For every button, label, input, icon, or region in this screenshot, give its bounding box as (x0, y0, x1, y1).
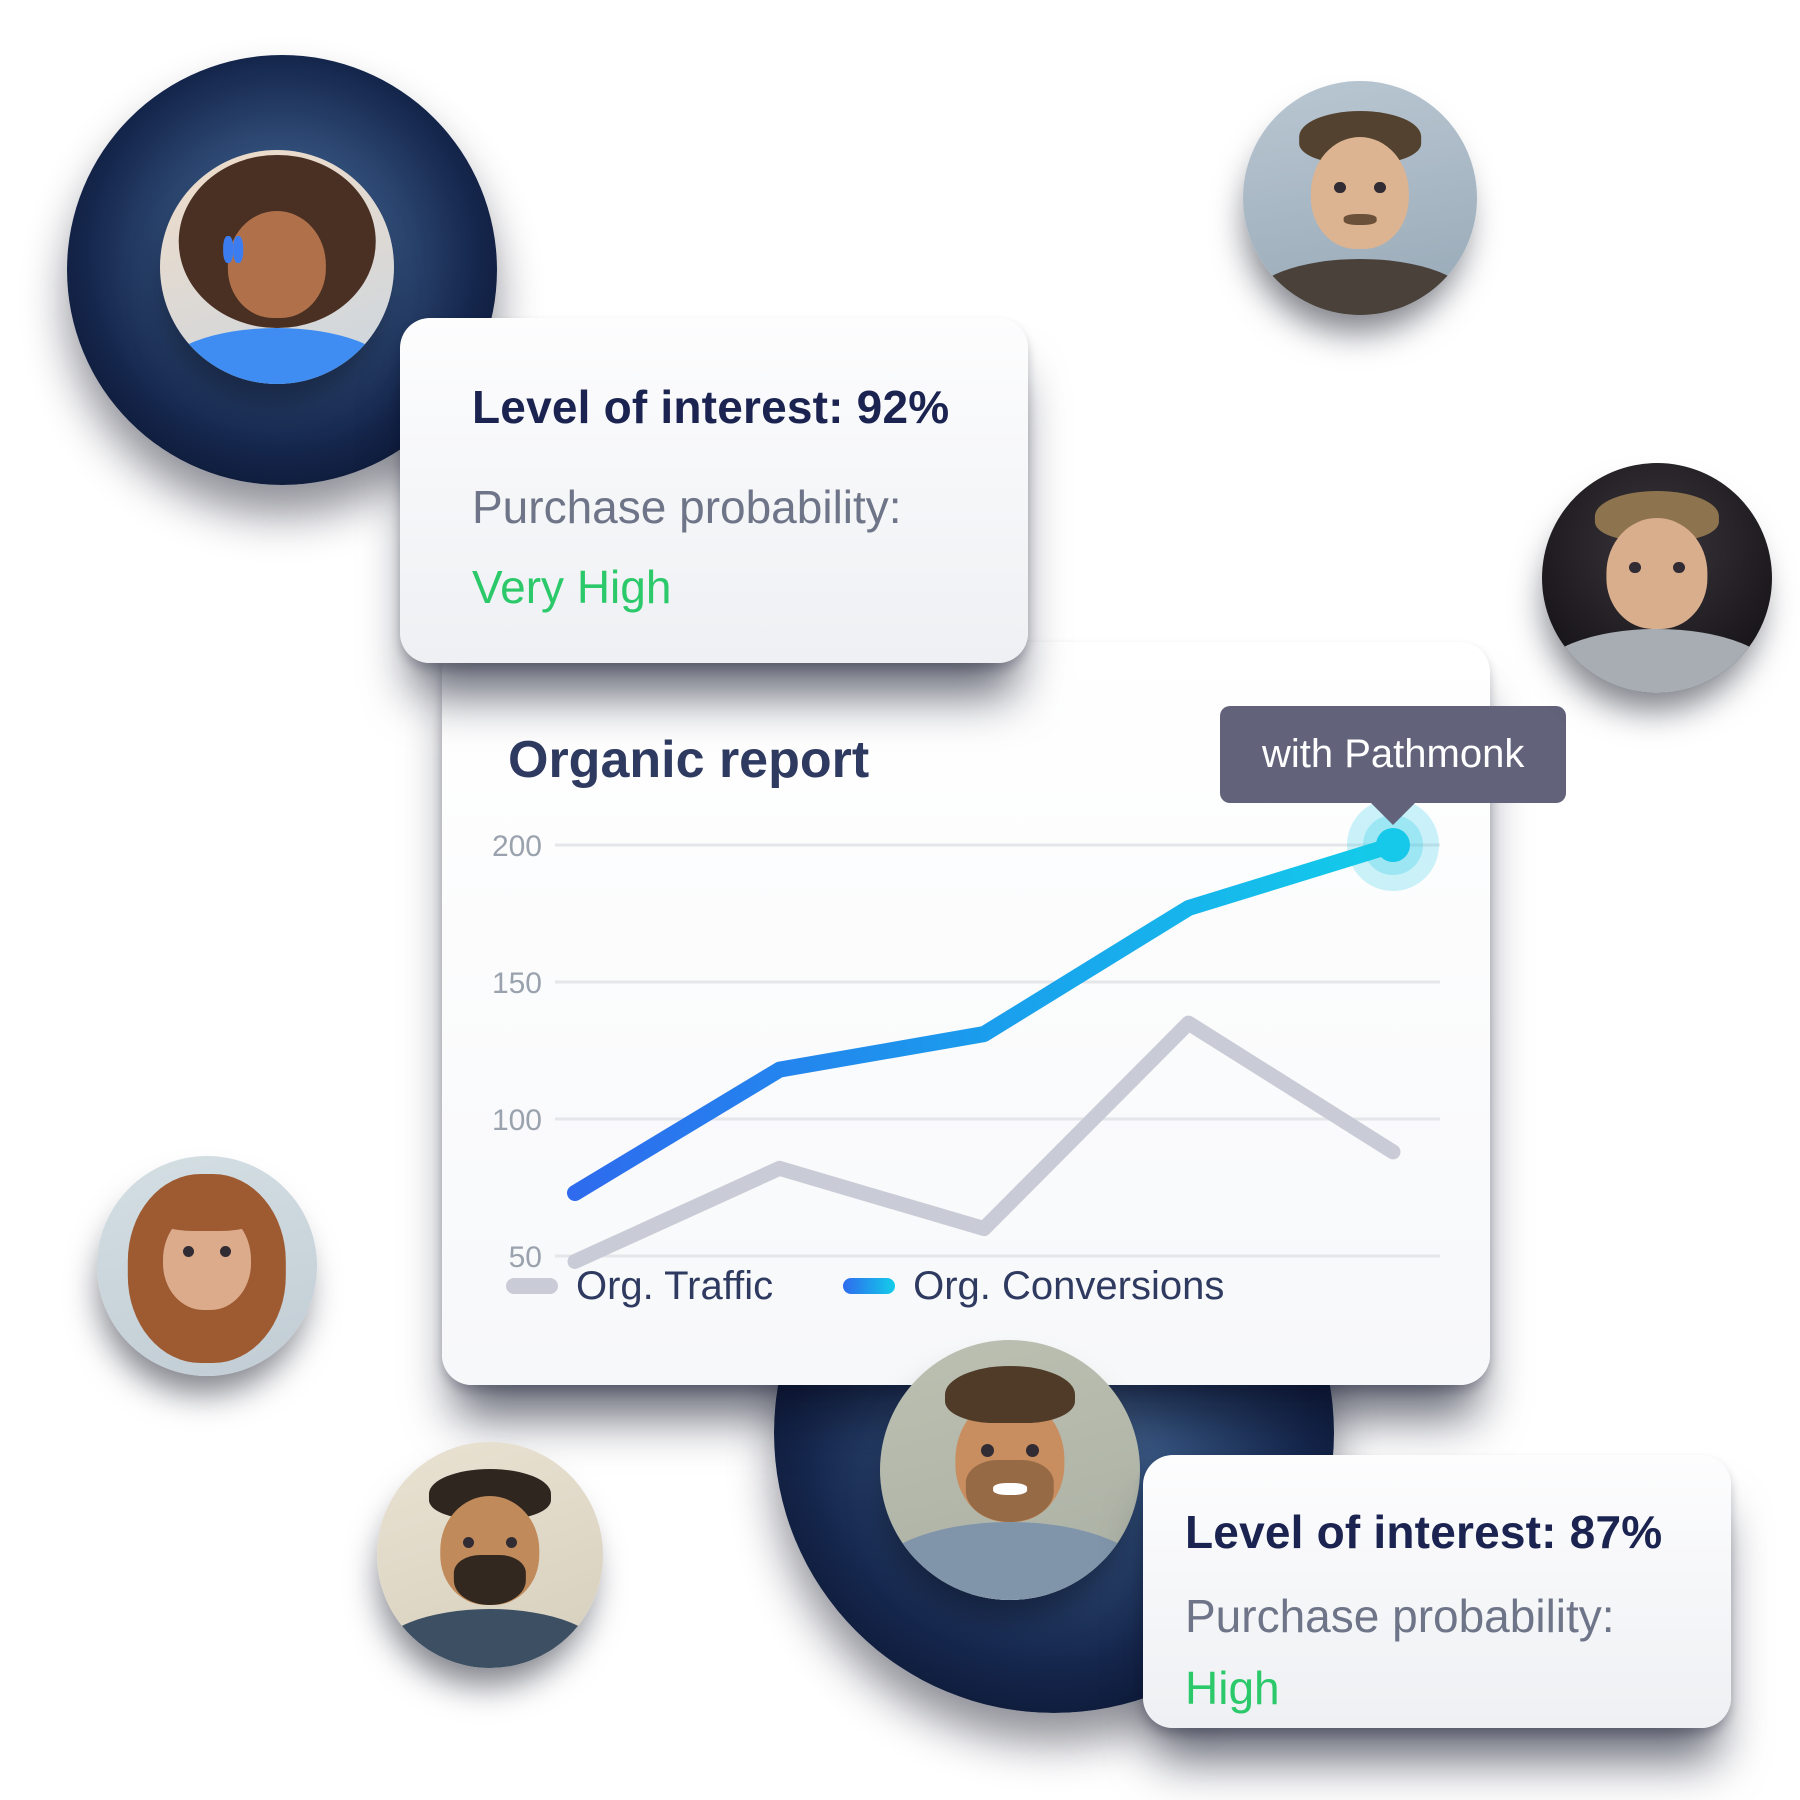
avatar-man-mustache (1243, 81, 1477, 315)
legend-swatch-conversions (843, 1278, 896, 1294)
legend-label-traffic: Org. Traffic (576, 1263, 774, 1308)
svg-text:50: 50 (509, 1241, 542, 1274)
interest-card-87: Level of interest: 87% Purchase probabil… (1143, 1455, 1731, 1728)
svg-text:200: 200 (492, 830, 542, 863)
purchase-probability-value: Very High (472, 561, 672, 613)
gridlines-and-ticks: 200 150 100 50 (492, 830, 1440, 1274)
avatar-man-hoodie (1542, 463, 1772, 693)
interest-level-text: Level of interest: 87% (1185, 1506, 1663, 1558)
with-pathmonk-tooltip: with Pathmonk (1220, 706, 1567, 825)
org-conversions-line (567, 837, 1401, 1201)
purchase-probability-label: Purchase probability: (472, 481, 902, 533)
chart-legend: Org. Traffic Org. Conversions (506, 1260, 1224, 1312)
legend-label-conversions: Org. Conversions (913, 1263, 1225, 1308)
avatar-man-beard (377, 1442, 603, 1668)
avatar-woman-red-hair (97, 1156, 317, 1376)
blue-glasses (223, 236, 331, 274)
avatar-man-blazer (880, 1340, 1140, 1600)
avatar-woman-curly-hair (160, 150, 394, 384)
purchase-probability-value: High (1185, 1662, 1280, 1714)
interest-card-92: Level of interest: 92% Purchase probabil… (400, 318, 1028, 663)
highlight-dot (1376, 828, 1410, 862)
org-traffic-line (567, 1015, 1401, 1269)
line-chart: 200 150 100 50 (492, 799, 1440, 1274)
legend-swatch-traffic (506, 1278, 558, 1294)
organic-report-card: Organic report 200 150 100 50 with Pathmonk… (442, 642, 1567, 1385)
interest-level-text: Level of interest: 92% (472, 381, 950, 433)
chart-title: Organic report (508, 731, 870, 789)
purchase-probability-label: Purchase probability: (1185, 1590, 1615, 1642)
svg-text:150: 150 (492, 967, 542, 1000)
svg-text:100: 100 (492, 1104, 542, 1137)
